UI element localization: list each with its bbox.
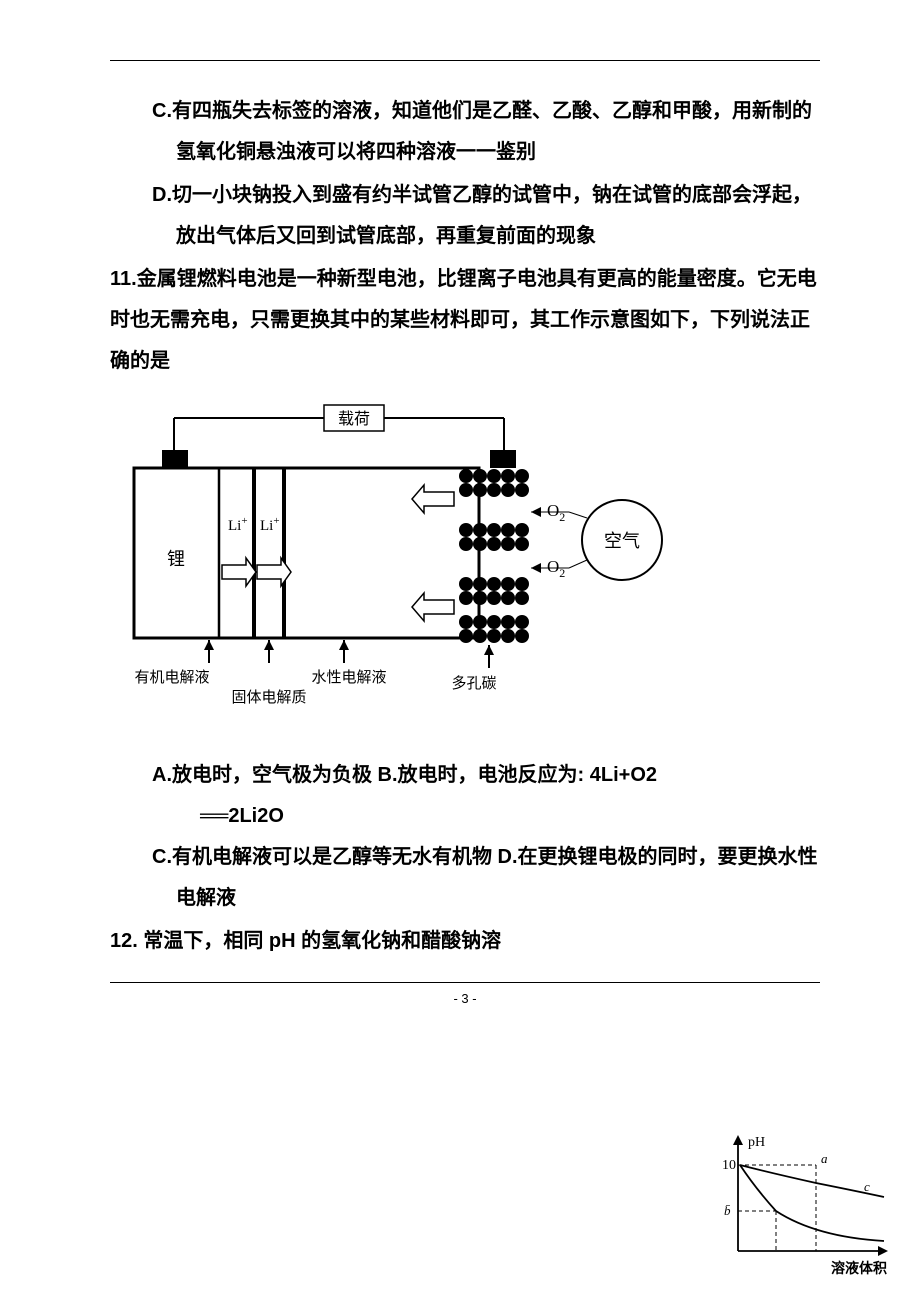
ph-y-label: pH [748, 1135, 765, 1150]
right-arrow-1 [222, 558, 256, 586]
point-c: c [864, 1179, 870, 1194]
porous-label: 多孔碳 [451, 675, 496, 692]
aqueous-label: 水性电解液 [311, 669, 386, 686]
ph-chart-svg: pH 10 溶液体积 a b̄ c [716, 1131, 896, 1281]
ph-x-label: 溶液体积 [831, 1260, 887, 1277]
ph-y-tick: 10 [722, 1158, 736, 1173]
organic-label: 有机电解液 [134, 669, 209, 686]
q12-stem: 12. 常温下，相同 pH 的氢氧化钠和醋酸钠溶 [110, 921, 820, 962]
top-rule [110, 60, 820, 61]
option-c: C.有四瓶失去标签的溶液，知道他们是乙醛、乙酸、乙醇和甲酸，用新制的氢氧化铜悬浊… [152, 91, 820, 173]
li-ion-1: Li+ [228, 515, 248, 534]
ph-chart: pH 10 溶液体积 a b̄ c [716, 1131, 896, 1286]
point-b: b̄ [724, 1203, 731, 1218]
q11-option-ab: A.放电时，空气极为负极 B.放电时，电池反应为: 4Li+O2 [152, 755, 820, 796]
li-ion-2: Li+ [260, 515, 280, 534]
load-label: 载荷 [338, 410, 370, 428]
air-label: 空气 [604, 531, 640, 551]
q11-option-ab-cont: ══2Li2O [200, 796, 820, 837]
porous-carbon [459, 469, 529, 643]
solid-label: 固体电解质 [231, 689, 306, 706]
fuel-cell-diagram-svg: 载荷 锂 Li+ Li+ [124, 400, 684, 730]
q11-diagram: 载荷 锂 Li+ Li+ [124, 400, 820, 735]
option-d: D.切一小块钠投入到盛有约半试管乙醇的试管中，钠在试管的底部会浮起，放出气体后又… [152, 175, 820, 257]
page-number: - 3 - [110, 991, 820, 1006]
lithium-label: 锂 [167, 549, 185, 569]
page-container: C.有四瓶失去标签的溶液，知道他们是乙醛、乙酸、乙醇和甲酸，用新制的氢氧化铜悬浊… [0, 0, 920, 1302]
point-a: a [821, 1151, 828, 1166]
q11-stem: 11.金属锂燃料电池是一种新型电池，比锂离子电池具有更高的能量密度。它无电时也无… [110, 259, 820, 382]
q11-option-cd: C.有机电解液可以是乙醇等无水有机物 D.在更换锂电极的同时，要更换水性电解液 [152, 837, 820, 919]
bottom-rule [110, 982, 820, 983]
left-arrow-2 [412, 593, 454, 621]
left-arrow-1 [412, 485, 454, 513]
